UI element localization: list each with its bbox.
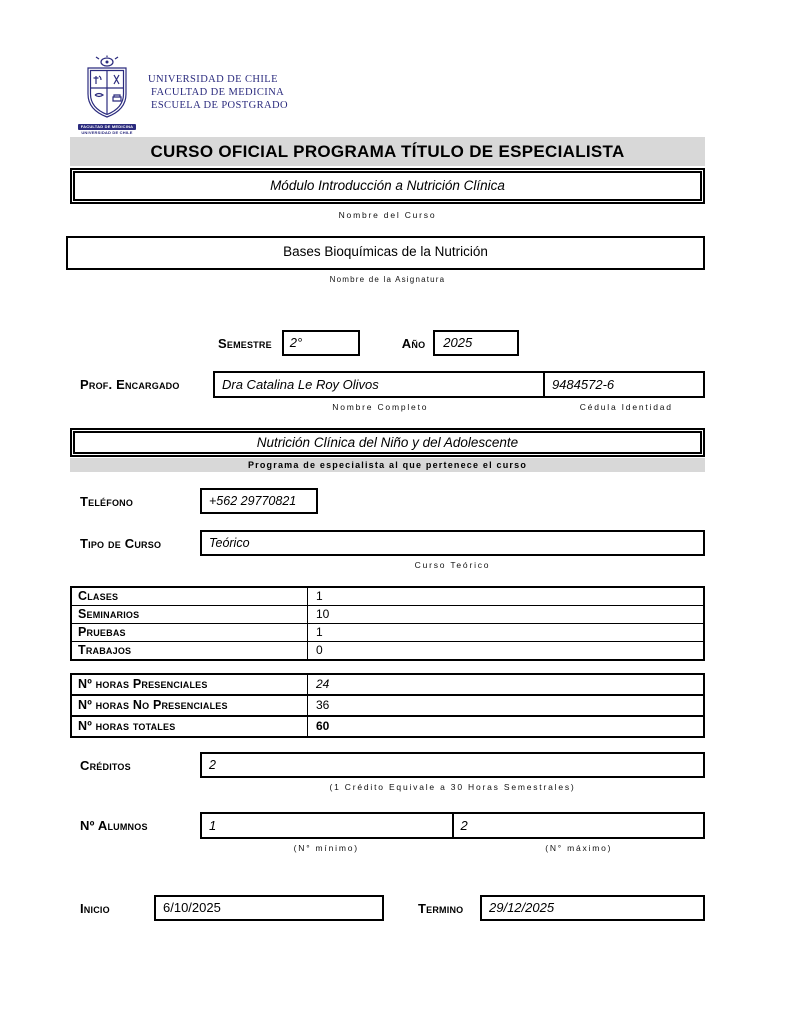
pruebas-label: Pruebas: [78, 625, 126, 639]
letterhead: FACULTAD DE MEDICINA UNIVERSIDAD DE CHIL…: [70, 55, 705, 137]
table-row-horas-presenciales: Nº horas Presenciales 24: [72, 675, 703, 694]
crest-shield-icon: [87, 55, 127, 118]
professor-label: Prof. Encargado: [80, 377, 180, 392]
clases-value: 1: [307, 588, 703, 605]
program-box: Nutrición Clínica del Niño y del Adolesc…: [70, 428, 705, 457]
course-type-caption: Curso Teórico: [414, 560, 491, 570]
org-line-school: ESCUELA DE POSTGRADO: [151, 100, 288, 111]
horas-totales-label: Nº horas totales: [78, 719, 176, 733]
clases-label: Clases: [78, 589, 119, 603]
table-row-clases: Clases 1: [72, 588, 703, 605]
credits-note: (1 Crédito Equivale a 30 Horas Semestral…: [329, 782, 576, 792]
semester-field: 2°: [281, 330, 360, 356]
program-caption: Programa de especialista al que pertenec…: [70, 458, 705, 472]
crest-banner-text: FACULTAD DE MEDICINA: [78, 124, 136, 130]
crest-subtext: UNIVERSIDAD DE CHILE: [81, 130, 133, 135]
students-max-field: 2: [460, 818, 468, 833]
phone-row: Teléfono +562 29770821: [70, 488, 705, 514]
trabajos-label: Trabajos: [78, 643, 132, 657]
table-row-seminarios: Seminarios 10: [72, 605, 703, 623]
course-name-caption: Nombre del Curso: [338, 210, 437, 220]
professor-row: Prof. Encargado Dra Catalina Le Roy Oliv…: [70, 371, 705, 398]
subject-name-caption: Nombre de la Asignatura: [329, 275, 446, 284]
horas-presenciales-value: 24: [307, 675, 703, 694]
students-captions: (N° mínimo) (N° máximo): [200, 843, 705, 853]
students-box: 1 2: [200, 812, 705, 839]
course-type-caption-row: Curso Teórico: [70, 560, 705, 570]
trabajos-value: 0: [307, 642, 703, 659]
hours-table: Nº horas Presenciales 24 Nº horas No Pre…: [70, 673, 705, 738]
course-type-label: Tipo de Curso: [80, 535, 162, 551]
org-line-faculty: FACULTAD DE MEDICINA: [151, 87, 285, 98]
horas-no-presenciales-value: 36: [307, 696, 703, 715]
pruebas-value: 1: [307, 624, 703, 641]
end-date-label: Termino: [418, 900, 464, 916]
seminarios-value: 10: [307, 606, 703, 623]
phone-label: Teléfono: [80, 493, 134, 509]
horas-presenciales-label: Nº horas Presenciales: [78, 677, 208, 691]
course-type-row: Tipo de Curso Teórico: [70, 530, 705, 556]
table-row-trabajos: Trabajos 0: [72, 641, 703, 659]
course-type-field: Teórico: [200, 530, 705, 556]
document-title: CURSO OFICIAL PROGRAMA TÍTULO DE ESPECIA…: [70, 137, 705, 166]
professor-id-caption: Cédula Identidad: [579, 402, 673, 412]
university-crest-logo: FACULTAD DE MEDICINA UNIVERSIDAD DE CHIL…: [78, 55, 136, 137]
table-row-horas-totales: Nº horas totales 60: [72, 715, 703, 736]
semester-label: Semestre: [218, 335, 272, 351]
start-date-field: 6/10/2025: [154, 895, 384, 921]
year-field: 2025: [433, 330, 520, 356]
organization-name: UNIVERSIDAD DE CHILE FACULTAD DE MEDICIN…: [148, 55, 288, 137]
program-section: Nutrición Clínica del Niño y del Adolesc…: [70, 428, 705, 472]
professor-name-caption: Nombre Completo: [332, 402, 429, 412]
students-min-caption: (N° mínimo): [293, 843, 359, 853]
start-date-label: Inicio: [80, 900, 110, 916]
subject-name-value: Bases Bioquímicas de la Nutrición: [283, 244, 488, 259]
students-label: Nº Alumnos: [80, 818, 148, 833]
table-row-horas-no-presenciales: Nº horas No Presenciales 36: [72, 694, 703, 715]
students-row: Nº Alumnos 1 2: [70, 812, 705, 839]
horas-totales-value: 60: [307, 717, 703, 736]
org-line-university: UNIVERSIDAD DE CHILE: [148, 74, 278, 85]
credits-note-row: (1 Crédito Equivale a 30 Horas Semestral…: [70, 782, 705, 792]
year-label: Año: [401, 335, 426, 351]
seminarios-label: Seminarios: [78, 607, 140, 621]
professor-box: Dra Catalina Le Roy Olivos 9484572-6: [213, 371, 705, 398]
subject-name-box: Bases Bioquímicas de la Nutrición: [66, 236, 705, 270]
credits-label: Créditos: [80, 757, 131, 773]
phone-field: +562 29770821: [200, 488, 318, 514]
table-row-pruebas: Pruebas 1: [72, 623, 703, 641]
credits-row: Créditos 2: [70, 752, 705, 778]
horas-no-presenciales-label: Nº horas No Presenciales: [78, 698, 228, 712]
credits-field: 2: [200, 752, 705, 778]
students-min-field: 1: [202, 814, 454, 837]
professor-id-field: 9484572-6: [551, 377, 615, 392]
program-value: Nutrición Clínica del Niño y del Adolesc…: [73, 431, 702, 454]
end-date-field: 29/12/2025: [480, 895, 705, 921]
activities-table: Clases 1 Seminarios 10 Pruebas 1 Trabajo…: [70, 586, 705, 661]
course-name-box: Módulo Introducción a Nutrición Clínica: [70, 168, 705, 204]
students-max-caption: (N° máximo): [545, 843, 613, 853]
dates-row: Inicio 6/10/2025 Termino 29/12/2025: [70, 895, 705, 921]
professor-name-field: Dra Catalina Le Roy Olivos: [215, 373, 545, 396]
course-name-value: Módulo Introducción a Nutrición Clínica: [73, 171, 702, 201]
semester-year-row: Semestre 2° Año 2025: [70, 330, 705, 356]
professor-captions: Nombre Completo Cédula Identidad: [213, 402, 705, 412]
